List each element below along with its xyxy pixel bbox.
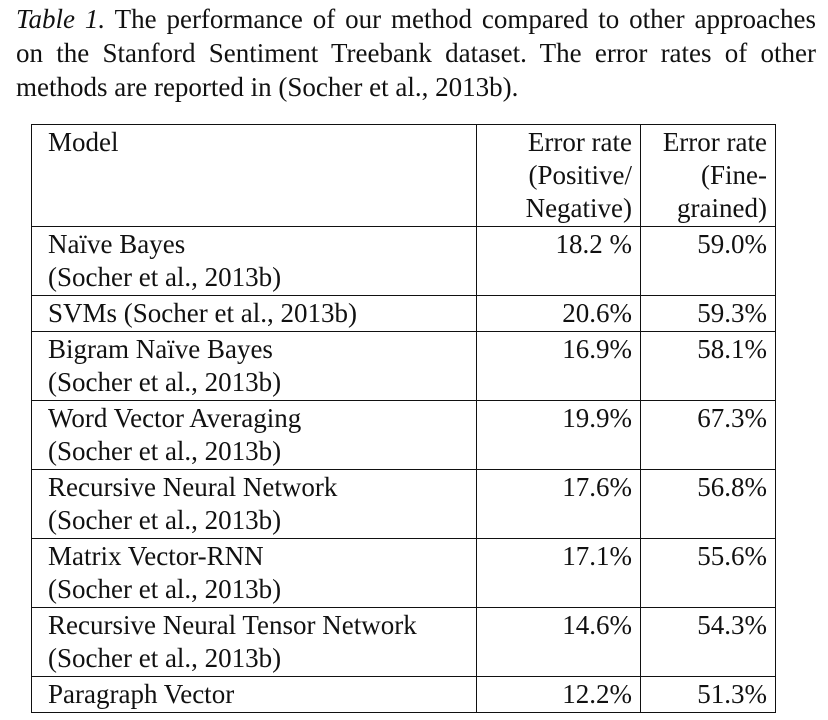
cell-error-rate-fine-grained: 58.1%: [640, 331, 776, 401]
model-name-line: SVMs (Socher et al., 2013b): [48, 298, 357, 328]
cell-error-rate-fine-grained: 56.8%: [640, 469, 776, 539]
cell-error-rate-fine-grained: 67.3%: [640, 400, 776, 470]
table-row: SVMs (Socher et al., 2013b) 20.6% 59.3%: [30, 295, 776, 332]
model-name-line: Matrix Vector-RNN: [48, 541, 264, 571]
model-name-line: (Socher et al., 2013b): [48, 643, 282, 673]
cell-model: Bigram Naïve Bayes (Socher et al., 2013b): [30, 331, 478, 401]
cell-error-rate-positive-negative: 16.9%: [476, 331, 642, 401]
cell-model: Naïve Bayes (Socher et al., 2013b): [30, 226, 478, 296]
cell-model: Word Vector Averaging (Socher et al., 201…: [30, 400, 478, 470]
header-fine-line: grained): [677, 193, 767, 223]
table-header-row: Model Error rate (Positive/ Negative) Er…: [30, 124, 776, 227]
header-pos-line: Error rate: [527, 127, 633, 157]
model-name-line: (Socher et al., 2013b): [48, 367, 282, 397]
table-row: Naïve Bayes (Socher et al., 2013b) 18.2 % 5…: [30, 226, 776, 296]
table-row: Word Vector Averaging (Socher et al., 201…: [30, 400, 776, 470]
model-name-line: Paragraph Vector: [48, 679, 235, 709]
cell-model: SVMs (Socher et al., 2013b): [30, 295, 478, 332]
table-row: Paragraph Vector 12.2% 51.3%: [30, 676, 776, 713]
cell-error-rate-fine-grained: 51.3%: [640, 676, 776, 713]
header-pos-line: Negative): [525, 193, 633, 223]
cell-error-rate-positive-negative: 19.9%: [476, 400, 642, 470]
model-name-line: (Socher et al., 2013b): [48, 505, 282, 535]
header-model: Model: [30, 124, 478, 227]
cell-error-rate-positive-negative: 18.2 %: [476, 226, 642, 296]
cell-error-rate-positive-negative: 17.6%: [476, 469, 642, 539]
header-error-rate-fine-grained: Error rate (Fine- grained): [640, 124, 776, 227]
table-row: Bigram Naïve Bayes (Socher et al., 2013b)…: [30, 331, 776, 401]
model-name-line: (Socher et al., 2013b): [48, 436, 282, 466]
model-name-line: Word Vector Averaging: [48, 403, 302, 433]
table-row: Recursive Neural Network (Socher et al., …: [30, 469, 776, 539]
cell-error-rate-positive-negative: 20.6%: [476, 295, 642, 332]
table-row: Matrix Vector-RNN (Socher et al., 2013b) 1…: [30, 538, 776, 608]
model-name-line: Bigram Naïve Bayes: [48, 334, 273, 364]
header-pos-line: (Positive/: [528, 160, 633, 190]
model-name-line: Recursive Neural Tensor Network: [48, 610, 417, 640]
cell-error-rate-positive-negative: 12.2%: [476, 676, 642, 713]
cell-error-rate-fine-grained: 59.3%: [640, 295, 776, 332]
cell-error-rate-fine-grained: 54.3%: [640, 607, 776, 677]
table-row: Recursive Neural Tensor Network (Socher e…: [30, 607, 776, 677]
cell-error-rate-fine-grained: 55.6%: [640, 538, 776, 608]
caption-label: Table 1.: [16, 4, 106, 34]
model-name-line: Recursive Neural Network: [48, 472, 338, 502]
model-name-line: (Socher et al., 2013b): [48, 262, 282, 292]
model-name-line: Naïve Bayes: [48, 229, 186, 259]
cell-model: Recursive Neural Network (Socher et al., …: [30, 469, 478, 539]
header-fine-line: (Fine-: [701, 160, 767, 190]
header-error-rate-positive-negative: Error rate (Positive/ Negative): [476, 124, 642, 227]
table-body: Naïve Bayes (Socher et al., 2013b) 18.2 % 5…: [30, 226, 776, 713]
cell-model: Paragraph Vector: [30, 676, 478, 713]
caption-text: The performance of our method compared t…: [16, 4, 816, 102]
model-name-line: (Socher et al., 2013b): [48, 574, 282, 604]
table-caption: Table 1. The performance of our method c…: [16, 2, 816, 104]
header-fine-line: Error rate: [662, 127, 767, 157]
results-table: Model Error rate (Positive/ Negative) Er…: [30, 124, 776, 713]
cell-error-rate-positive-negative: 17.1%: [476, 538, 642, 608]
cell-error-rate-positive-negative: 14.6%: [476, 607, 642, 677]
cell-error-rate-fine-grained: 59.0%: [640, 226, 776, 296]
cell-model: Matrix Vector-RNN (Socher et al., 2013b): [30, 538, 478, 608]
cell-model: Recursive Neural Tensor Network (Socher e…: [30, 607, 478, 677]
